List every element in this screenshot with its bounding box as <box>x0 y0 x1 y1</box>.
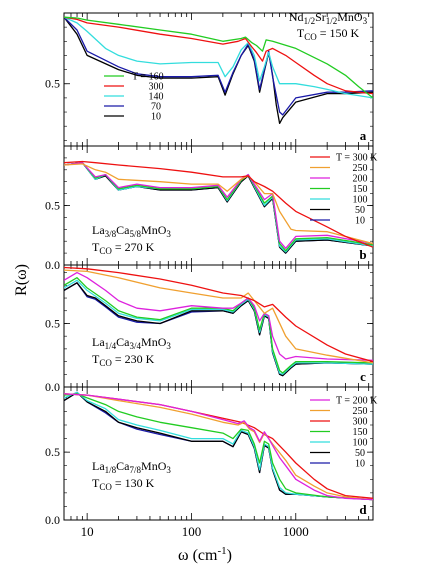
y-tick-label: 0.5 <box>45 316 60 330</box>
y-tick-label: 0.0 <box>45 258 60 272</box>
series-line <box>64 16 373 95</box>
x-tick-label: 10 <box>81 524 94 539</box>
x-tick-label: 100 <box>182 524 202 539</box>
series-line <box>64 271 373 361</box>
series-line <box>64 16 373 99</box>
series-line <box>64 16 373 99</box>
panel-frame <box>63 386 374 521</box>
legend-label: T = 160 <box>132 72 164 83</box>
legend-label: 300 <box>149 82 164 93</box>
panel-frame <box>63 264 374 388</box>
series-line <box>64 162 373 249</box>
legend-label: 100 <box>353 438 368 449</box>
panel-letter: d <box>359 502 367 517</box>
series-group <box>64 391 373 501</box>
tco-label: TCO = 230 K <box>92 352 155 368</box>
y-axis-label: R(ω) <box>13 264 30 296</box>
compound-label: Nd1/2Sr1/2MnO3 <box>289 10 368 26</box>
y-tick-label: 0.5 <box>45 199 60 213</box>
legend-label: 70 <box>151 102 161 113</box>
tco-label: TCO = 150 K <box>297 26 360 42</box>
compound-label: La1/8Ca7/8MnO3 <box>92 459 171 475</box>
series-line <box>64 393 373 501</box>
legend-label: 250 <box>353 406 368 417</box>
legend-label: 50 <box>355 448 365 459</box>
legend-label: 300 <box>353 417 368 428</box>
x-axis-label: ω (cm-1) <box>178 545 232 564</box>
legend-label: T = 300 K <box>336 153 378 164</box>
compound-label: La3/8Ca5/8MnO3 <box>92 223 171 239</box>
tco-label: TCO = 130 K <box>92 476 155 492</box>
y-tick-label: 0.5 <box>45 445 60 459</box>
series-group <box>64 160 373 254</box>
series-line <box>64 391 373 501</box>
panel-letter: a <box>360 128 367 143</box>
series-line <box>64 163 373 245</box>
legend-label: 150 <box>353 427 368 438</box>
legend-label: 200 <box>353 174 368 185</box>
series-line <box>64 391 373 501</box>
y-tick-label: 0.0 <box>45 513 60 527</box>
y-tick-label: 0.0 <box>45 380 60 394</box>
compound-label: La1/4Ca3/4MnO3 <box>92 335 171 351</box>
legend-label: 10 <box>151 112 161 123</box>
legend-label: 100 <box>353 195 368 206</box>
y-tick-label: 0.5 <box>45 77 60 91</box>
series-line <box>64 279 373 375</box>
legend-label: T = 200 K <box>336 396 378 407</box>
legend-label: 140 <box>149 92 164 103</box>
series-group <box>64 266 373 377</box>
series-line <box>64 269 373 364</box>
tco-label: TCO = 270 K <box>92 240 155 256</box>
legend-label: 10 <box>355 216 365 227</box>
legend-label: 150 <box>353 184 368 195</box>
panel-letter: b <box>359 247 366 262</box>
series-group <box>64 16 373 125</box>
x-tick-label: 1000 <box>283 524 309 539</box>
legend-label: 250 <box>353 163 368 174</box>
series-line <box>64 282 373 377</box>
series-line <box>64 266 373 363</box>
series-line <box>64 160 373 248</box>
series-line <box>64 393 373 501</box>
legend-label: 10 <box>355 459 365 470</box>
panel-letter: c <box>360 369 366 384</box>
legend-label: 50 <box>355 205 365 216</box>
